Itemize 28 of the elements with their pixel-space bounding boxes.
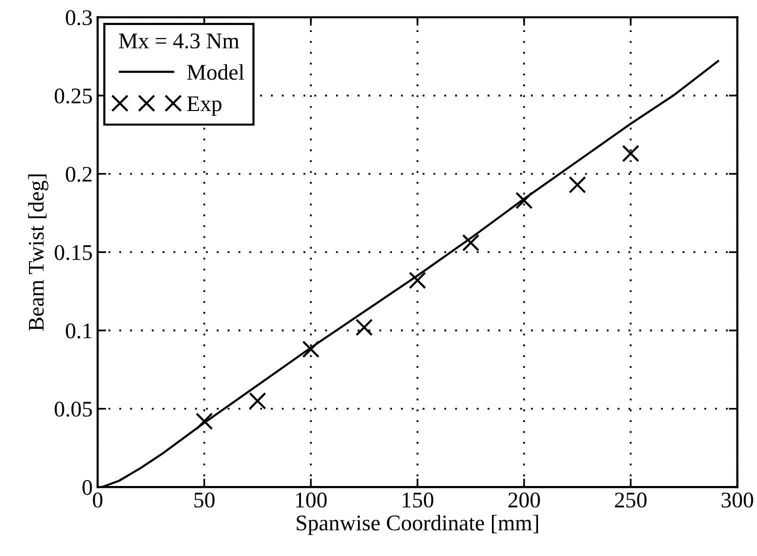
x-tick-label: 100 [296, 492, 327, 508]
point [568, 176, 586, 194]
x-tick-label: 250 [615, 492, 647, 508]
point [196, 412, 213, 430]
y-tick-label: 0.15 [54, 245, 92, 260]
legend-label: Model [187, 64, 244, 80]
legend-label: Exp [187, 96, 222, 116]
x-axis-title: Spanwise Coordinate [mm] [296, 514, 538, 535]
point [248, 392, 266, 410]
y-tick-label: 0.05 [54, 402, 92, 417]
point [622, 144, 640, 162]
x-tick-label: 150 [402, 492, 434, 508]
y-tick-label: 0 [82, 480, 92, 495]
x-tick-label: 0 [92, 492, 102, 508]
point [515, 192, 533, 210]
point [355, 318, 373, 336]
point [302, 340, 320, 358]
point [462, 234, 480, 252]
point [408, 272, 426, 290]
x-tick-label: 200 [508, 492, 540, 508]
y-tick-label: 0.3 [66, 10, 92, 26]
x-tick-label: 50 [194, 492, 215, 508]
y-axis-title: Beam Twist [deg] [28, 174, 48, 331]
y-tick-label: 0.25 [54, 88, 92, 104]
x-tick-label: 300 [722, 492, 754, 508]
legend-title: Mx = 4.3 Nm [118, 33, 240, 49]
y-tick-label: 0.2 [66, 166, 92, 182]
y-tick-label: 0.1 [66, 323, 92, 338]
